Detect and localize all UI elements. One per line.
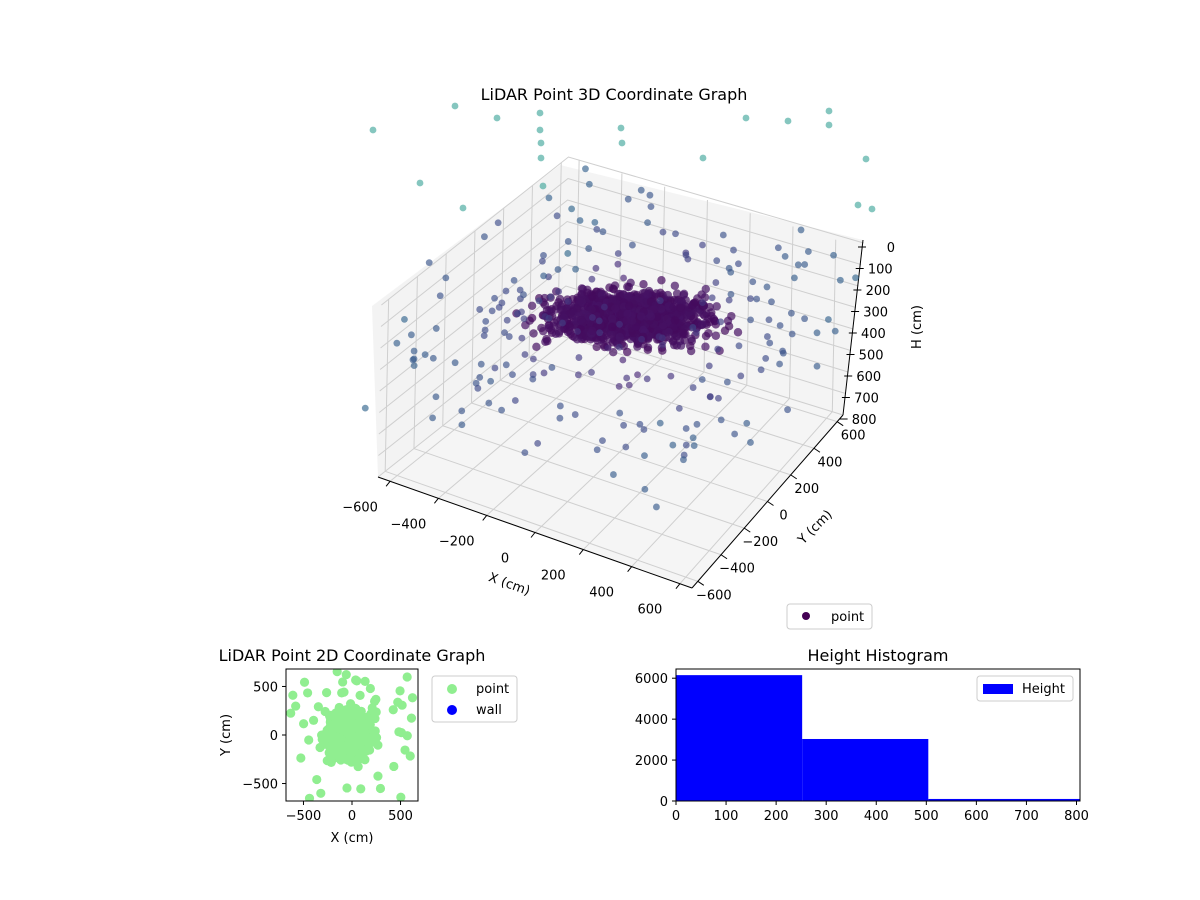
legend-2d-wall-label: wall [476,703,502,718]
x-axis-label: X (cm) [486,570,532,599]
svg-text:800: 800 [852,413,877,428]
z-axis-label: H (cm) [910,305,925,349]
ticks-2d: −500 −500 0 0 500 500 [242,680,413,824]
histogram-bar [928,798,1080,801]
svg-text:0: 0 [501,552,509,567]
pane-back [560,165,863,415]
svg-text:300: 300 [863,306,888,321]
svg-text:800: 800 [1064,809,1089,824]
svg-text:−200: −200 [742,535,778,550]
svg-text:100: 100 [714,809,739,824]
svg-text:−200: −200 [439,534,475,549]
svg-text:−600: −600 [342,500,378,515]
svg-text:0: 0 [270,729,278,744]
svg-text:−400: −400 [719,562,755,577]
svg-text:700: 700 [854,392,879,407]
svg-text:400: 400 [589,586,614,601]
plot-3d-title: LiDAR Point 3D Coordinate Graph [481,85,748,104]
plot-3d: LiDAR Point 3D Coordinate Graph −600 −400… [342,85,925,630]
histogram-bar [802,738,929,801]
svg-text:400: 400 [864,809,889,824]
legend-3d-label: point [831,610,864,625]
svg-text:700: 700 [1014,809,1039,824]
ticks-3d: −600−400−2000200400600−600−400−200020040… [342,241,895,618]
histogram-ticks: 0 100 200 300 400 500 600 700 800 0 2000 4000 6000 [635,672,1089,824]
x-axis-label-2d: X (cm) [331,831,374,846]
legend-point-marker [802,612,810,620]
svg-text:500: 500 [859,349,884,364]
svg-text:4000: 4000 [635,713,668,728]
plot-histogram: Height Histogram 0 100 200 300 400 500 600 700 8… [635,646,1089,824]
legend-wall-marker [447,705,457,715]
svg-text:400: 400 [861,327,886,342]
z-axis-line [842,239,864,416]
svg-text:600: 600 [841,429,866,444]
svg-text:−400: −400 [391,517,427,532]
plot-2d: LiDAR Point 2D Coordinate Graph −500−500… [219,646,518,846]
scatter-points-3d [361,102,876,511]
legend-point-marker [447,684,457,694]
legend-3d-box [786,603,873,630]
svg-text:200: 200 [764,809,789,824]
histogram-title: Height Histogram [808,646,949,665]
svg-text:0: 0 [887,241,895,256]
svg-text:2000: 2000 [635,754,668,769]
svg-text:100: 100 [868,263,893,278]
svg-text:0: 0 [348,809,356,824]
pane-floor [378,329,843,588]
legend-hist-box [976,675,1074,702]
svg-text:0: 0 [779,509,787,524]
legend-height-swatch [983,684,1013,694]
svg-text:0: 0 [660,795,668,810]
svg-text:300: 300 [814,809,839,824]
svg-text:0: 0 [672,809,680,824]
legend-3d: point [786,603,873,630]
legend-hist-label: Height [1022,682,1065,697]
svg-text:400: 400 [818,455,843,470]
svg-text:−600: −600 [696,588,732,603]
scatter-points-2d [286,669,418,801]
svg-text:500: 500 [914,809,939,824]
plot-2d-title: LiDAR Point 2D Coordinate Graph [219,646,486,665]
svg-text:500: 500 [253,680,278,695]
legend-2d-point-label: point [476,682,509,697]
histogram-bar [676,675,803,801]
y-axis-label: Y (cm) [795,507,836,548]
legend-histogram: Height [976,675,1074,702]
svg-text:600: 600 [638,603,663,618]
svg-text:−500: −500 [286,809,322,824]
svg-text:200: 200 [866,284,891,299]
svg-text:600: 600 [856,370,881,385]
histogram-frame [675,668,1081,802]
svg-text:600: 600 [964,809,989,824]
svg-text:200: 200 [541,569,566,584]
svg-text:200: 200 [794,482,819,497]
histogram-bars [676,675,1080,801]
svg-text:6000: 6000 [635,672,668,687]
legend-2d: point wall [431,675,518,723]
y-axis-label-2d: Y (cm) [219,714,234,757]
svg-text:−500: −500 [242,778,278,793]
svg-text:500: 500 [388,809,413,824]
